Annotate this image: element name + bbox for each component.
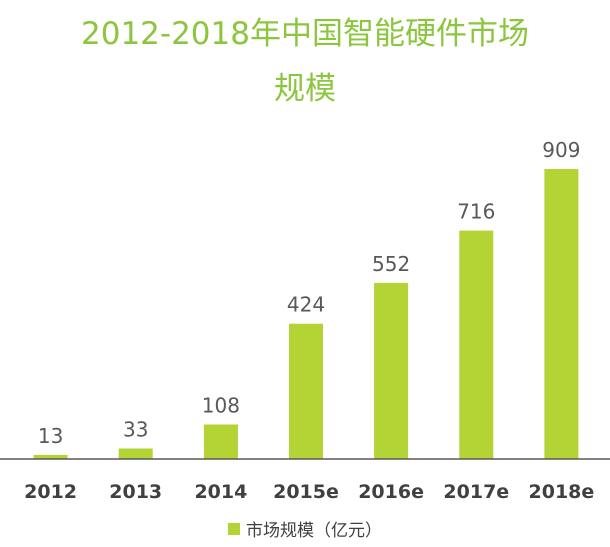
x-tick-label-2015e: 2015e — [273, 481, 339, 503]
bar-2018e — [544, 169, 579, 459]
x-tick-label-2018e: 2018e — [529, 481, 595, 503]
data-label-2018e: 909 — [542, 138, 580, 162]
data-label-2014: 108 — [202, 394, 240, 418]
bar-2015e — [289, 323, 323, 459]
bar-2014 — [203, 424, 238, 459]
x-tick-label-2017e: 2017e — [443, 481, 509, 503]
bar-2017e — [459, 230, 494, 459]
data-label-2017e: 716 — [457, 200, 495, 224]
x-tick-label-2013: 2013 — [109, 481, 162, 503]
legend-label: 市场规模（亿元） — [246, 521, 382, 541]
legend: 市场规模（亿元） — [0, 516, 610, 541]
x-tick-label-2014: 2014 — [194, 481, 247, 503]
legend-swatch — [228, 522, 240, 535]
chart-title-line1: 2012-2018年中国智能硬件市场 — [81, 16, 529, 52]
x-tick-label-2016e: 2016e — [358, 481, 424, 503]
bar-2013 — [118, 448, 153, 459]
data-label-2015e: 424 — [287, 293, 325, 317]
data-label-2016e: 552 — [372, 252, 410, 276]
x-tick-label-2012: 2012 — [24, 481, 77, 503]
data-label-2013: 33 — [123, 418, 148, 442]
bar-2012 — [33, 454, 68, 459]
bar-2016e — [374, 282, 409, 459]
data-label-2012: 13 — [38, 424, 63, 448]
chart-title-line2: 规模 — [274, 71, 336, 107]
